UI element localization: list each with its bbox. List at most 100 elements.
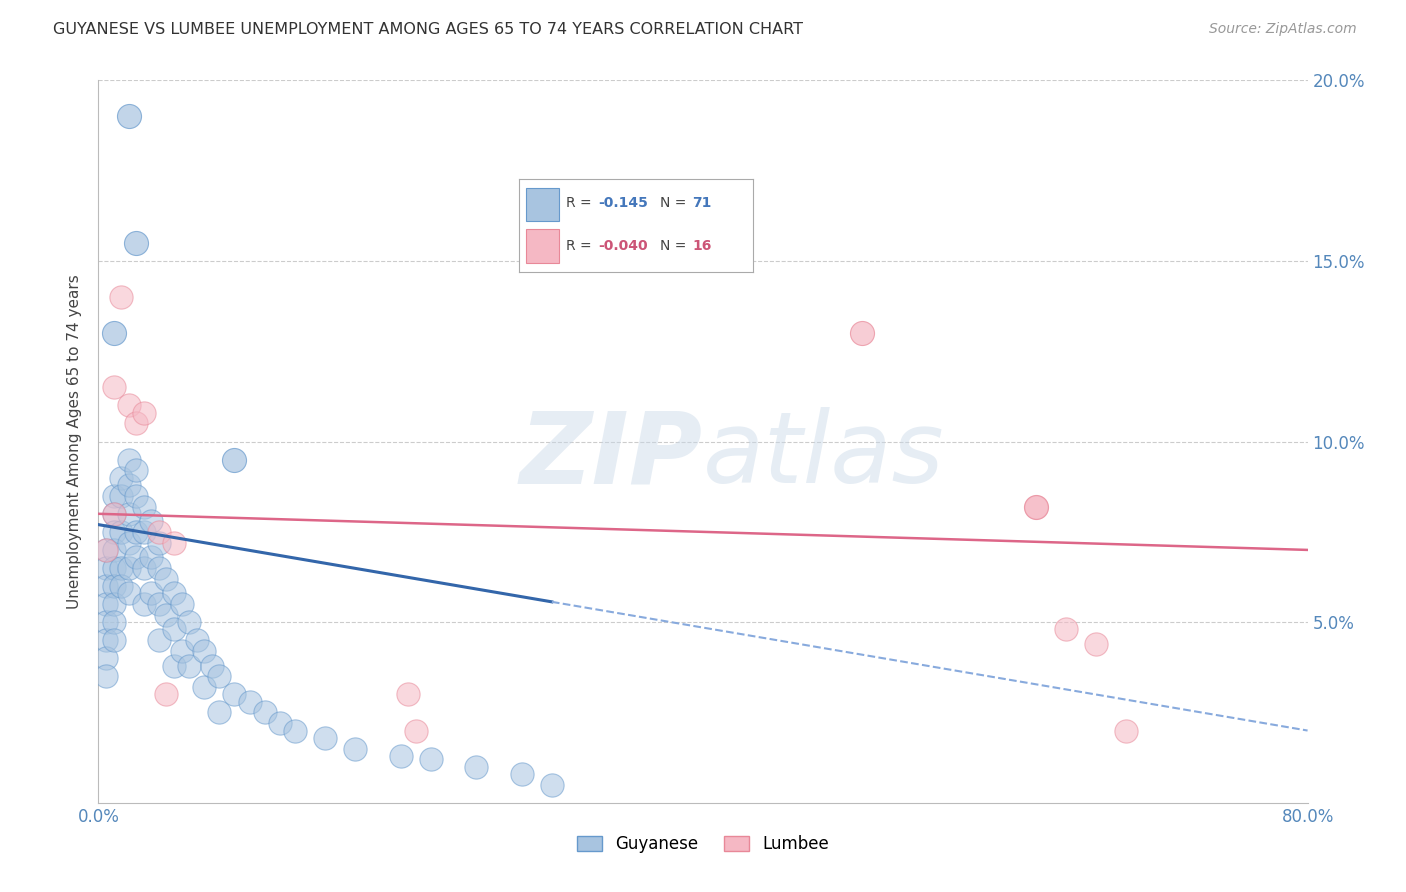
Point <box>103 597 125 611</box>
Legend: Guyanese, Lumbee: Guyanese, Lumbee <box>571 828 835 860</box>
Point <box>284 723 307 738</box>
Point <box>110 471 132 485</box>
Point <box>103 326 125 340</box>
Point <box>118 109 141 123</box>
Point <box>201 658 224 673</box>
Bar <box>526 187 558 221</box>
Point <box>125 550 148 565</box>
Point <box>125 463 148 477</box>
Point <box>540 778 562 792</box>
Point <box>141 514 163 528</box>
Point <box>132 561 155 575</box>
Point <box>125 417 148 431</box>
Point <box>208 706 231 720</box>
Point <box>118 561 141 575</box>
Point <box>103 489 125 503</box>
Point <box>163 658 186 673</box>
Bar <box>526 229 558 262</box>
Text: R =: R = <box>565 196 596 211</box>
Point <box>125 235 148 250</box>
Text: N =: N = <box>659 196 690 211</box>
Text: atlas: atlas <box>703 408 945 505</box>
Point <box>179 658 201 673</box>
Point <box>193 644 215 658</box>
Point <box>110 561 132 575</box>
Point <box>155 572 177 586</box>
Point <box>179 615 201 630</box>
Point <box>148 561 170 575</box>
Point <box>110 524 132 539</box>
Point <box>132 597 155 611</box>
Point <box>103 542 125 557</box>
Point <box>94 615 117 630</box>
Point <box>314 731 336 745</box>
Point <box>155 687 177 701</box>
Point <box>118 398 141 412</box>
Point <box>253 706 276 720</box>
Text: GUYANESE VS LUMBEE UNEMPLOYMENT AMONG AGES 65 TO 74 YEARS CORRELATION CHART: GUYANESE VS LUMBEE UNEMPLOYMENT AMONG AG… <box>53 22 803 37</box>
Point <box>224 452 246 467</box>
Text: -0.040: -0.040 <box>599 239 648 253</box>
Point <box>269 716 291 731</box>
Point <box>110 579 132 593</box>
Point <box>163 586 186 600</box>
Text: 16: 16 <box>692 239 711 253</box>
Point <box>344 741 367 756</box>
Point <box>118 586 141 600</box>
Point <box>163 535 186 549</box>
Point <box>125 489 148 503</box>
Point <box>94 597 117 611</box>
Point <box>148 535 170 549</box>
Point <box>510 767 533 781</box>
Point <box>170 597 193 611</box>
Y-axis label: Unemployment Among Ages 65 to 74 years: Unemployment Among Ages 65 to 74 years <box>67 274 83 609</box>
Point <box>103 561 125 575</box>
Point <box>118 452 141 467</box>
Point <box>1054 623 1077 637</box>
Point <box>132 524 155 539</box>
Text: -0.145: -0.145 <box>599 196 648 211</box>
Point <box>132 406 155 420</box>
Point <box>94 633 117 648</box>
Point <box>170 644 193 658</box>
Point <box>118 478 141 492</box>
Point <box>94 542 117 557</box>
Point <box>103 380 125 394</box>
Point <box>94 669 117 683</box>
Point <box>224 687 246 701</box>
Point <box>1115 723 1137 738</box>
Point <box>94 651 117 665</box>
Point <box>94 542 117 557</box>
Point <box>118 507 141 521</box>
Point <box>1024 500 1046 514</box>
Point <box>118 535 141 549</box>
Point <box>851 326 873 340</box>
Point <box>94 579 117 593</box>
Point <box>148 633 170 648</box>
Point <box>1085 637 1108 651</box>
Point <box>132 500 155 514</box>
Point <box>148 597 170 611</box>
Point <box>1024 500 1046 514</box>
Text: R =: R = <box>565 239 596 253</box>
Point <box>103 524 125 539</box>
Point <box>396 687 419 701</box>
Point <box>94 561 117 575</box>
Text: Source: ZipAtlas.com: Source: ZipAtlas.com <box>1209 22 1357 37</box>
Point <box>141 550 163 565</box>
Point <box>103 579 125 593</box>
Point <box>239 695 262 709</box>
Point <box>103 615 125 630</box>
Text: ZIP: ZIP <box>520 408 703 505</box>
Point <box>110 290 132 304</box>
Point <box>155 607 177 622</box>
Point <box>125 524 148 539</box>
Point <box>465 760 488 774</box>
Point <box>405 723 427 738</box>
Point <box>141 586 163 600</box>
Point <box>103 633 125 648</box>
Point <box>148 524 170 539</box>
Point <box>163 623 186 637</box>
Point <box>420 752 443 766</box>
Point <box>186 633 208 648</box>
